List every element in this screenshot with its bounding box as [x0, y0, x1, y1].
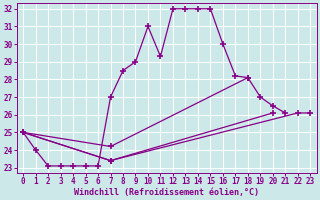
X-axis label: Windchill (Refroidissement éolien,°C): Windchill (Refroidissement éolien,°C)	[74, 188, 259, 197]
